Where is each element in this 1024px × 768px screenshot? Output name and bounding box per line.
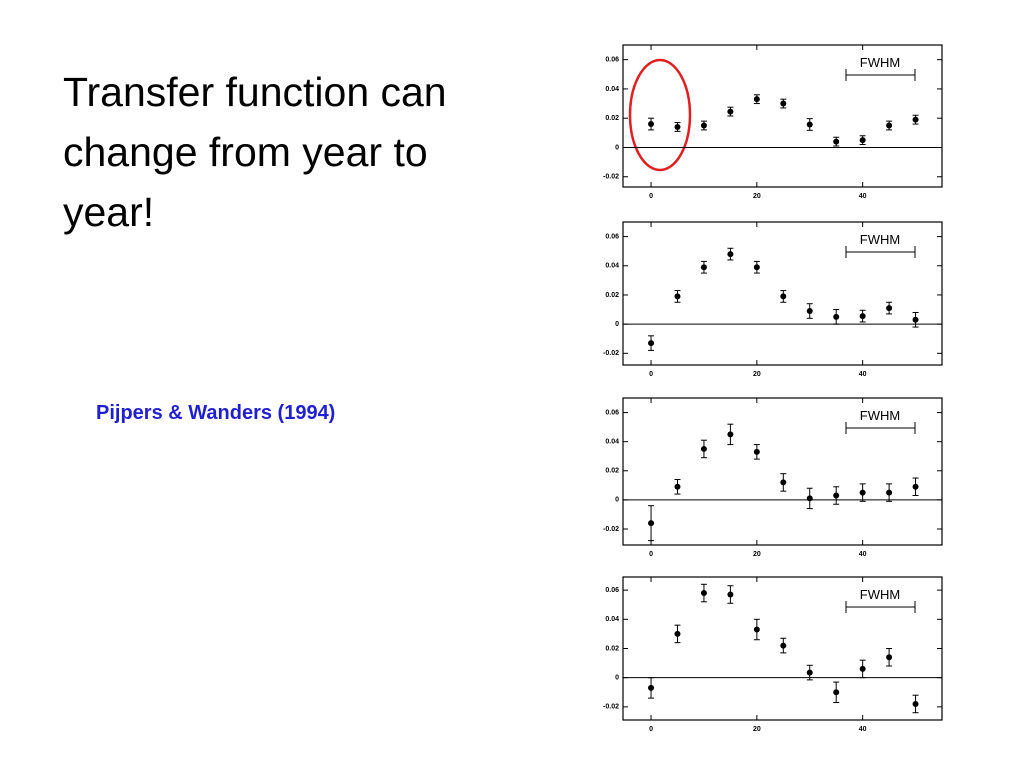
point xyxy=(833,138,840,145)
plot-frame xyxy=(622,221,943,366)
y-tick-label: 0 xyxy=(615,144,619,151)
point xyxy=(886,305,893,312)
point xyxy=(674,630,681,637)
point xyxy=(648,684,655,691)
point xyxy=(912,116,919,123)
point xyxy=(780,100,787,107)
citation: Pijpers & Wanders (1994) xyxy=(96,402,336,424)
point xyxy=(727,431,734,438)
point xyxy=(806,495,813,502)
point xyxy=(859,137,866,144)
x-tick-label: 0 xyxy=(649,726,653,733)
y-tick-label: 0.04 xyxy=(605,439,619,446)
point xyxy=(912,483,919,490)
y-tick-label: 0.04 xyxy=(605,263,619,270)
highlight-ellipse xyxy=(628,58,692,172)
point xyxy=(648,121,655,128)
y-tick-label: 0 xyxy=(615,675,619,682)
point xyxy=(753,96,760,103)
annotation: FWHM xyxy=(860,55,900,70)
point xyxy=(727,108,734,115)
y-tick-label: 0.02 xyxy=(605,292,619,299)
y-tick-label: 0.04 xyxy=(605,616,619,623)
y-tick-label: 0.02 xyxy=(605,115,619,122)
y-tick-label: -0.02 xyxy=(603,704,619,711)
x-tick-label: 20 xyxy=(753,371,761,378)
x-tick-label: 20 xyxy=(753,193,761,200)
point xyxy=(886,122,893,129)
point xyxy=(886,654,893,661)
point xyxy=(912,700,919,707)
plot-frame xyxy=(622,397,943,546)
x-tick-label: 0 xyxy=(649,193,653,200)
point xyxy=(886,489,893,496)
x-tick-label: 0 xyxy=(649,551,653,558)
point xyxy=(753,264,760,271)
point xyxy=(780,293,787,300)
y-tick-label: 0.06 xyxy=(605,233,619,240)
point xyxy=(806,121,813,128)
point xyxy=(700,122,707,129)
point xyxy=(780,642,787,649)
x-tick-label: 40 xyxy=(859,551,867,558)
point xyxy=(648,520,655,527)
annotation: FWHM xyxy=(860,232,900,247)
plot-frame xyxy=(622,44,943,188)
point xyxy=(674,483,681,490)
point xyxy=(833,689,840,696)
point xyxy=(753,626,760,633)
point xyxy=(648,340,655,347)
y-tick-label: -0.02 xyxy=(603,350,619,357)
point xyxy=(700,590,707,597)
point xyxy=(674,293,681,300)
point xyxy=(859,489,866,496)
x-tick-label: 40 xyxy=(859,726,867,733)
point xyxy=(833,313,840,320)
slide-title: Transfer function can change from year t… xyxy=(63,69,447,235)
point xyxy=(859,665,866,672)
point xyxy=(833,492,840,499)
point xyxy=(806,669,813,676)
point xyxy=(727,591,734,598)
x-tick-label: 40 xyxy=(859,371,867,378)
y-tick-label: -0.02 xyxy=(603,174,619,181)
point xyxy=(859,313,866,320)
y-tick-label: 0.02 xyxy=(605,645,619,652)
point xyxy=(806,308,813,315)
annotation: FWHM xyxy=(860,408,900,423)
point xyxy=(700,264,707,271)
point xyxy=(912,316,919,323)
y-tick-label: -0.02 xyxy=(603,526,619,533)
point xyxy=(700,445,707,452)
point xyxy=(674,123,681,130)
point xyxy=(727,251,734,258)
point xyxy=(753,448,760,455)
y-tick-label: 0.06 xyxy=(605,587,619,594)
y-tick-label: 0 xyxy=(615,497,619,504)
y-tick-label: 0.04 xyxy=(605,86,619,93)
point xyxy=(780,479,787,486)
y-tick-label: 0.02 xyxy=(605,468,619,475)
annotation: FWHM xyxy=(860,587,900,602)
x-tick-label: 0 xyxy=(649,371,653,378)
x-tick-label: 40 xyxy=(859,193,867,200)
y-tick-label: 0.06 xyxy=(605,409,619,416)
x-tick-label: 20 xyxy=(753,726,761,733)
y-tick-label: 0.06 xyxy=(605,56,619,63)
x-tick-label: 20 xyxy=(753,551,761,558)
y-tick-label: 0 xyxy=(615,321,619,328)
